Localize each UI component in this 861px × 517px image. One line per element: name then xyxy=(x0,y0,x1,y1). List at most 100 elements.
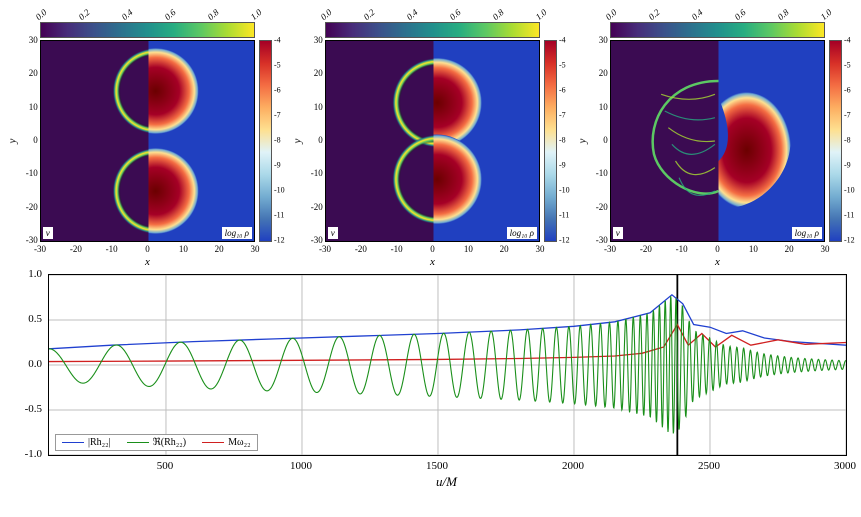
right-cbar-tick: -7 xyxy=(844,111,851,120)
ylabel: y xyxy=(291,139,303,144)
right-colorbar xyxy=(259,40,272,242)
right-cbar-tick: -4 xyxy=(274,36,281,45)
top-row: 0.00.20.40.60.81.0y-30-20-100102030νlog₁… xyxy=(8,8,853,266)
right-colorbar xyxy=(829,40,842,242)
top-cbar-tick: 1.0 xyxy=(534,7,549,22)
top-cbar-tick: 0.0 xyxy=(604,7,619,22)
ytick: 20 xyxy=(314,68,323,78)
xlabel: x xyxy=(430,256,435,268)
ytick: 20 xyxy=(599,68,608,78)
density-plot: νlog₁₀ ρ xyxy=(610,40,825,242)
ytick: 0 xyxy=(318,135,323,145)
right-cbar-tick: -9 xyxy=(844,161,851,170)
corner-left-label: ν xyxy=(613,227,623,239)
right-cbar-tick: -11 xyxy=(844,211,854,220)
bottom-yaxis: -1.0-0.50.00.51.0 xyxy=(12,274,46,454)
xtick: 10 xyxy=(749,244,758,254)
ytick: -20 xyxy=(596,202,608,212)
bottom-plot-area: |Rh₂₂|ℜ(Rh₂₂)Mω₂₂ xyxy=(48,274,847,456)
xtick: -10 xyxy=(676,244,688,254)
right-cbar-tick: -8 xyxy=(274,136,281,145)
top-cbar-tick: 1.0 xyxy=(819,7,834,22)
right-cbar-tick: -8 xyxy=(844,136,851,145)
ytick: -10 xyxy=(26,168,38,178)
xtick: -30 xyxy=(34,244,46,254)
xtick: 0 xyxy=(430,244,435,254)
plot-svg xyxy=(41,41,255,241)
bottom-ytick: -0.5 xyxy=(25,403,42,415)
right-cbar-tick: -12 xyxy=(844,236,855,245)
xtick: -20 xyxy=(640,244,652,254)
xtick: 0 xyxy=(145,244,150,254)
panel-0: 0.00.20.40.60.81.0y-30-20-100102030νlog₁… xyxy=(8,8,283,266)
xtick: 30 xyxy=(536,244,545,254)
bottom-xtick: 1000 xyxy=(290,460,312,472)
right-cbar-tick: -6 xyxy=(274,86,281,95)
right-cbar-tick: -9 xyxy=(274,161,281,170)
xaxis: -30-20-100102030x xyxy=(610,242,825,266)
bottom-xtick: 2000 xyxy=(562,460,584,472)
right-cbar-tick: -8 xyxy=(559,136,566,145)
xtick: 0 xyxy=(715,244,720,254)
right-cbar-ticks: -4-5-6-7-8-9-10-11-12 xyxy=(842,40,853,242)
yaxis: y-30-20-100102030 xyxy=(578,40,610,242)
corner-left-label: ν xyxy=(43,227,53,239)
top-cbar-tick: 0.4 xyxy=(120,7,135,22)
right-cbar-tick: -7 xyxy=(274,111,281,120)
ytick: 10 xyxy=(314,102,323,112)
xtick: -10 xyxy=(391,244,403,254)
ylabel: y xyxy=(6,139,18,144)
corner-right-label: log₁₀ ρ xyxy=(507,227,537,239)
legend-swatch xyxy=(127,442,149,443)
ytick: 10 xyxy=(599,102,608,112)
legend: |Rh₂₂|ℜ(Rh₂₂)Mω₂₂ xyxy=(55,434,258,451)
bottom-xtick: 500 xyxy=(157,460,174,472)
xtick: 20 xyxy=(785,244,794,254)
ytick: -20 xyxy=(311,202,323,212)
bottom-plot: -1.0-0.50.00.51.0 |Rh₂₂|ℜ(Rh₂₂)Mω₂₂ u/M … xyxy=(48,274,845,488)
top-colorbar xyxy=(325,22,540,38)
legend-item: Mω₂₂ xyxy=(202,437,250,448)
ytick: 0 xyxy=(33,135,38,145)
right-cbar-tick: -7 xyxy=(559,111,566,120)
series-amp xyxy=(49,295,846,349)
xtick: -20 xyxy=(70,244,82,254)
right-cbar-tick: -12 xyxy=(559,236,570,245)
xtick: 30 xyxy=(251,244,260,254)
ylabel: y xyxy=(576,139,588,144)
corner-right-label: log₁₀ ρ xyxy=(222,227,252,239)
top-cbar-tick: 0.2 xyxy=(77,7,92,22)
plot-wrap: y-30-20-100102030νlog₁₀ ρ-4-5-6-7-8-9-10… xyxy=(293,40,568,242)
top-cbar-ticks: 0.00.20.40.60.81.0 xyxy=(610,8,825,22)
legend-swatch xyxy=(62,442,84,443)
ytick: -10 xyxy=(596,168,608,178)
plot-svg xyxy=(326,41,540,241)
plot-wrap: y-30-20-100102030νlog₁₀ ρ-4-5-6-7-8-9-10… xyxy=(578,40,853,242)
top-cbar-ticks: 0.00.20.40.60.81.0 xyxy=(40,8,255,22)
panel-2: 0.00.20.40.60.81.0y-30-20-100102030νlog₁… xyxy=(578,8,853,266)
right-cbar-ticks: -4-5-6-7-8-9-10-11-12 xyxy=(557,40,568,242)
legend-label: ℜ(Rh₂₂) xyxy=(153,437,186,448)
xaxis: -30-20-100102030x xyxy=(40,242,255,266)
top-cbar-tick: 0.6 xyxy=(163,7,178,22)
right-colorbar-wrap: -4-5-6-7-8-9-10-11-12 xyxy=(255,40,283,242)
bottom-svg xyxy=(49,275,846,455)
corner-left-label: ν xyxy=(328,227,338,239)
top-cbar-tick: 0.8 xyxy=(491,7,506,22)
figure: 0.00.20.40.60.81.0y-30-20-100102030νlog₁… xyxy=(8,8,853,488)
ytick: 30 xyxy=(314,35,323,45)
right-colorbar-wrap: -4-5-6-7-8-9-10-11-12 xyxy=(540,40,568,242)
ytick: 30 xyxy=(599,35,608,45)
right-cbar-tick: -11 xyxy=(274,211,284,220)
bottom-ytick: 1.0 xyxy=(28,268,42,280)
right-cbar-tick: -4 xyxy=(559,36,566,45)
right-cbar-tick: -5 xyxy=(559,61,566,70)
bottom-ytick: 0.5 xyxy=(28,313,42,325)
top-cbar-tick: 0.8 xyxy=(206,7,221,22)
top-cbar-tick: 0.6 xyxy=(448,7,463,22)
right-cbar-tick: -11 xyxy=(559,211,569,220)
right-colorbar xyxy=(544,40,557,242)
legend-label: Mω₂₂ xyxy=(228,437,250,448)
panel-1: 0.00.20.40.60.81.0y-30-20-100102030νlog₁… xyxy=(293,8,568,266)
xtick: -30 xyxy=(319,244,331,254)
